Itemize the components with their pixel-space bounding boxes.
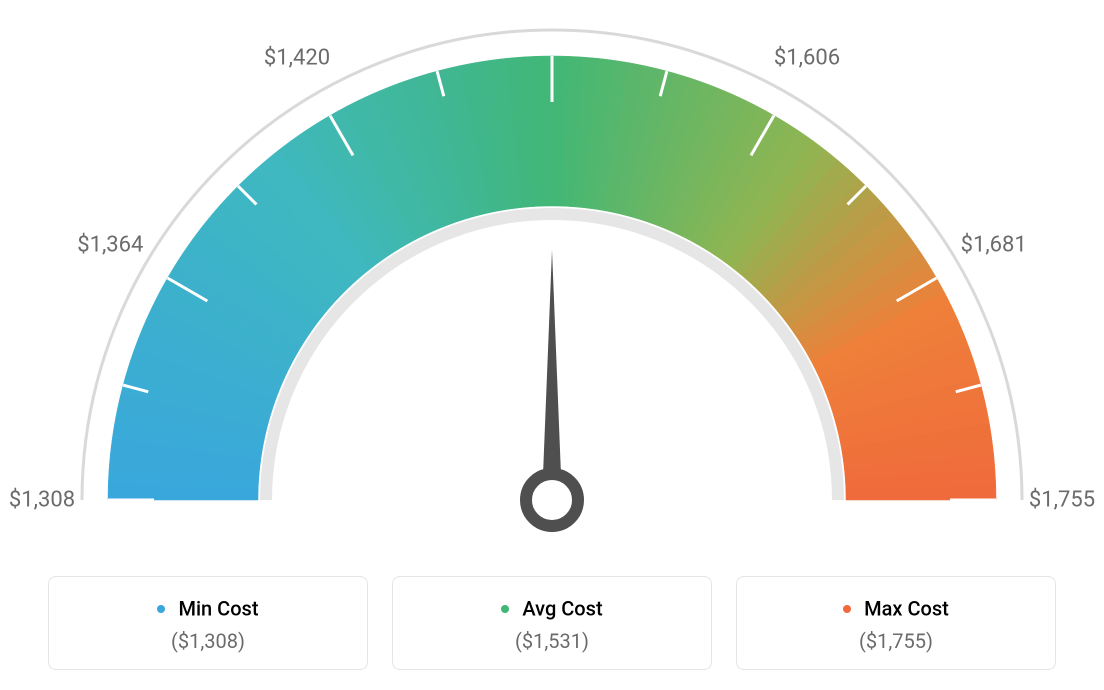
gauge-tick-label: $1,755 [1029, 488, 1095, 513]
legend-bullet-max [843, 605, 851, 613]
legend-card-min: Min Cost ($1,308) [48, 576, 368, 670]
gauge-tick-label: $1,308 [9, 488, 75, 513]
gauge-needle-hub [526, 474, 578, 526]
legend-value-min: ($1,308) [69, 629, 347, 653]
legend-label-max: Max Cost [864, 597, 949, 621]
legend-card-max: Max Cost ($1,755) [736, 576, 1056, 670]
gauge-tick-label: $1,681 [961, 233, 1027, 258]
legend-value-avg: ($1,531) [413, 629, 691, 653]
legend-row: Min Cost ($1,308) Avg Cost ($1,531) Max … [0, 576, 1104, 670]
legend-title-max: Max Cost [757, 595, 1035, 621]
legend-card-avg: Avg Cost ($1,531) [392, 576, 712, 670]
gauge-tick-label: $1,606 [774, 46, 840, 71]
gauge-svg [0, 0, 1104, 560]
cost-gauge: $1,308 $1,364 $1,420 $1,531 $1,606 $1,681 $1,7… [0, 0, 1104, 560]
legend-title-avg: Avg Cost [413, 595, 691, 621]
legend-bullet-min [157, 605, 165, 613]
gauge-tick-label: $1,364 [77, 233, 143, 258]
gauge-tick-label: $1,420 [264, 46, 330, 71]
legend-value-max: ($1,755) [757, 629, 1035, 653]
gauge-needle [542, 250, 562, 500]
legend-label-avg: Avg Cost [522, 597, 602, 621]
legend-label-min: Min Cost [178, 597, 258, 621]
gauge-tick-label: $1,531 [519, 0, 585, 3]
legend-bullet-avg [501, 605, 509, 613]
legend-title-min: Min Cost [69, 595, 347, 621]
